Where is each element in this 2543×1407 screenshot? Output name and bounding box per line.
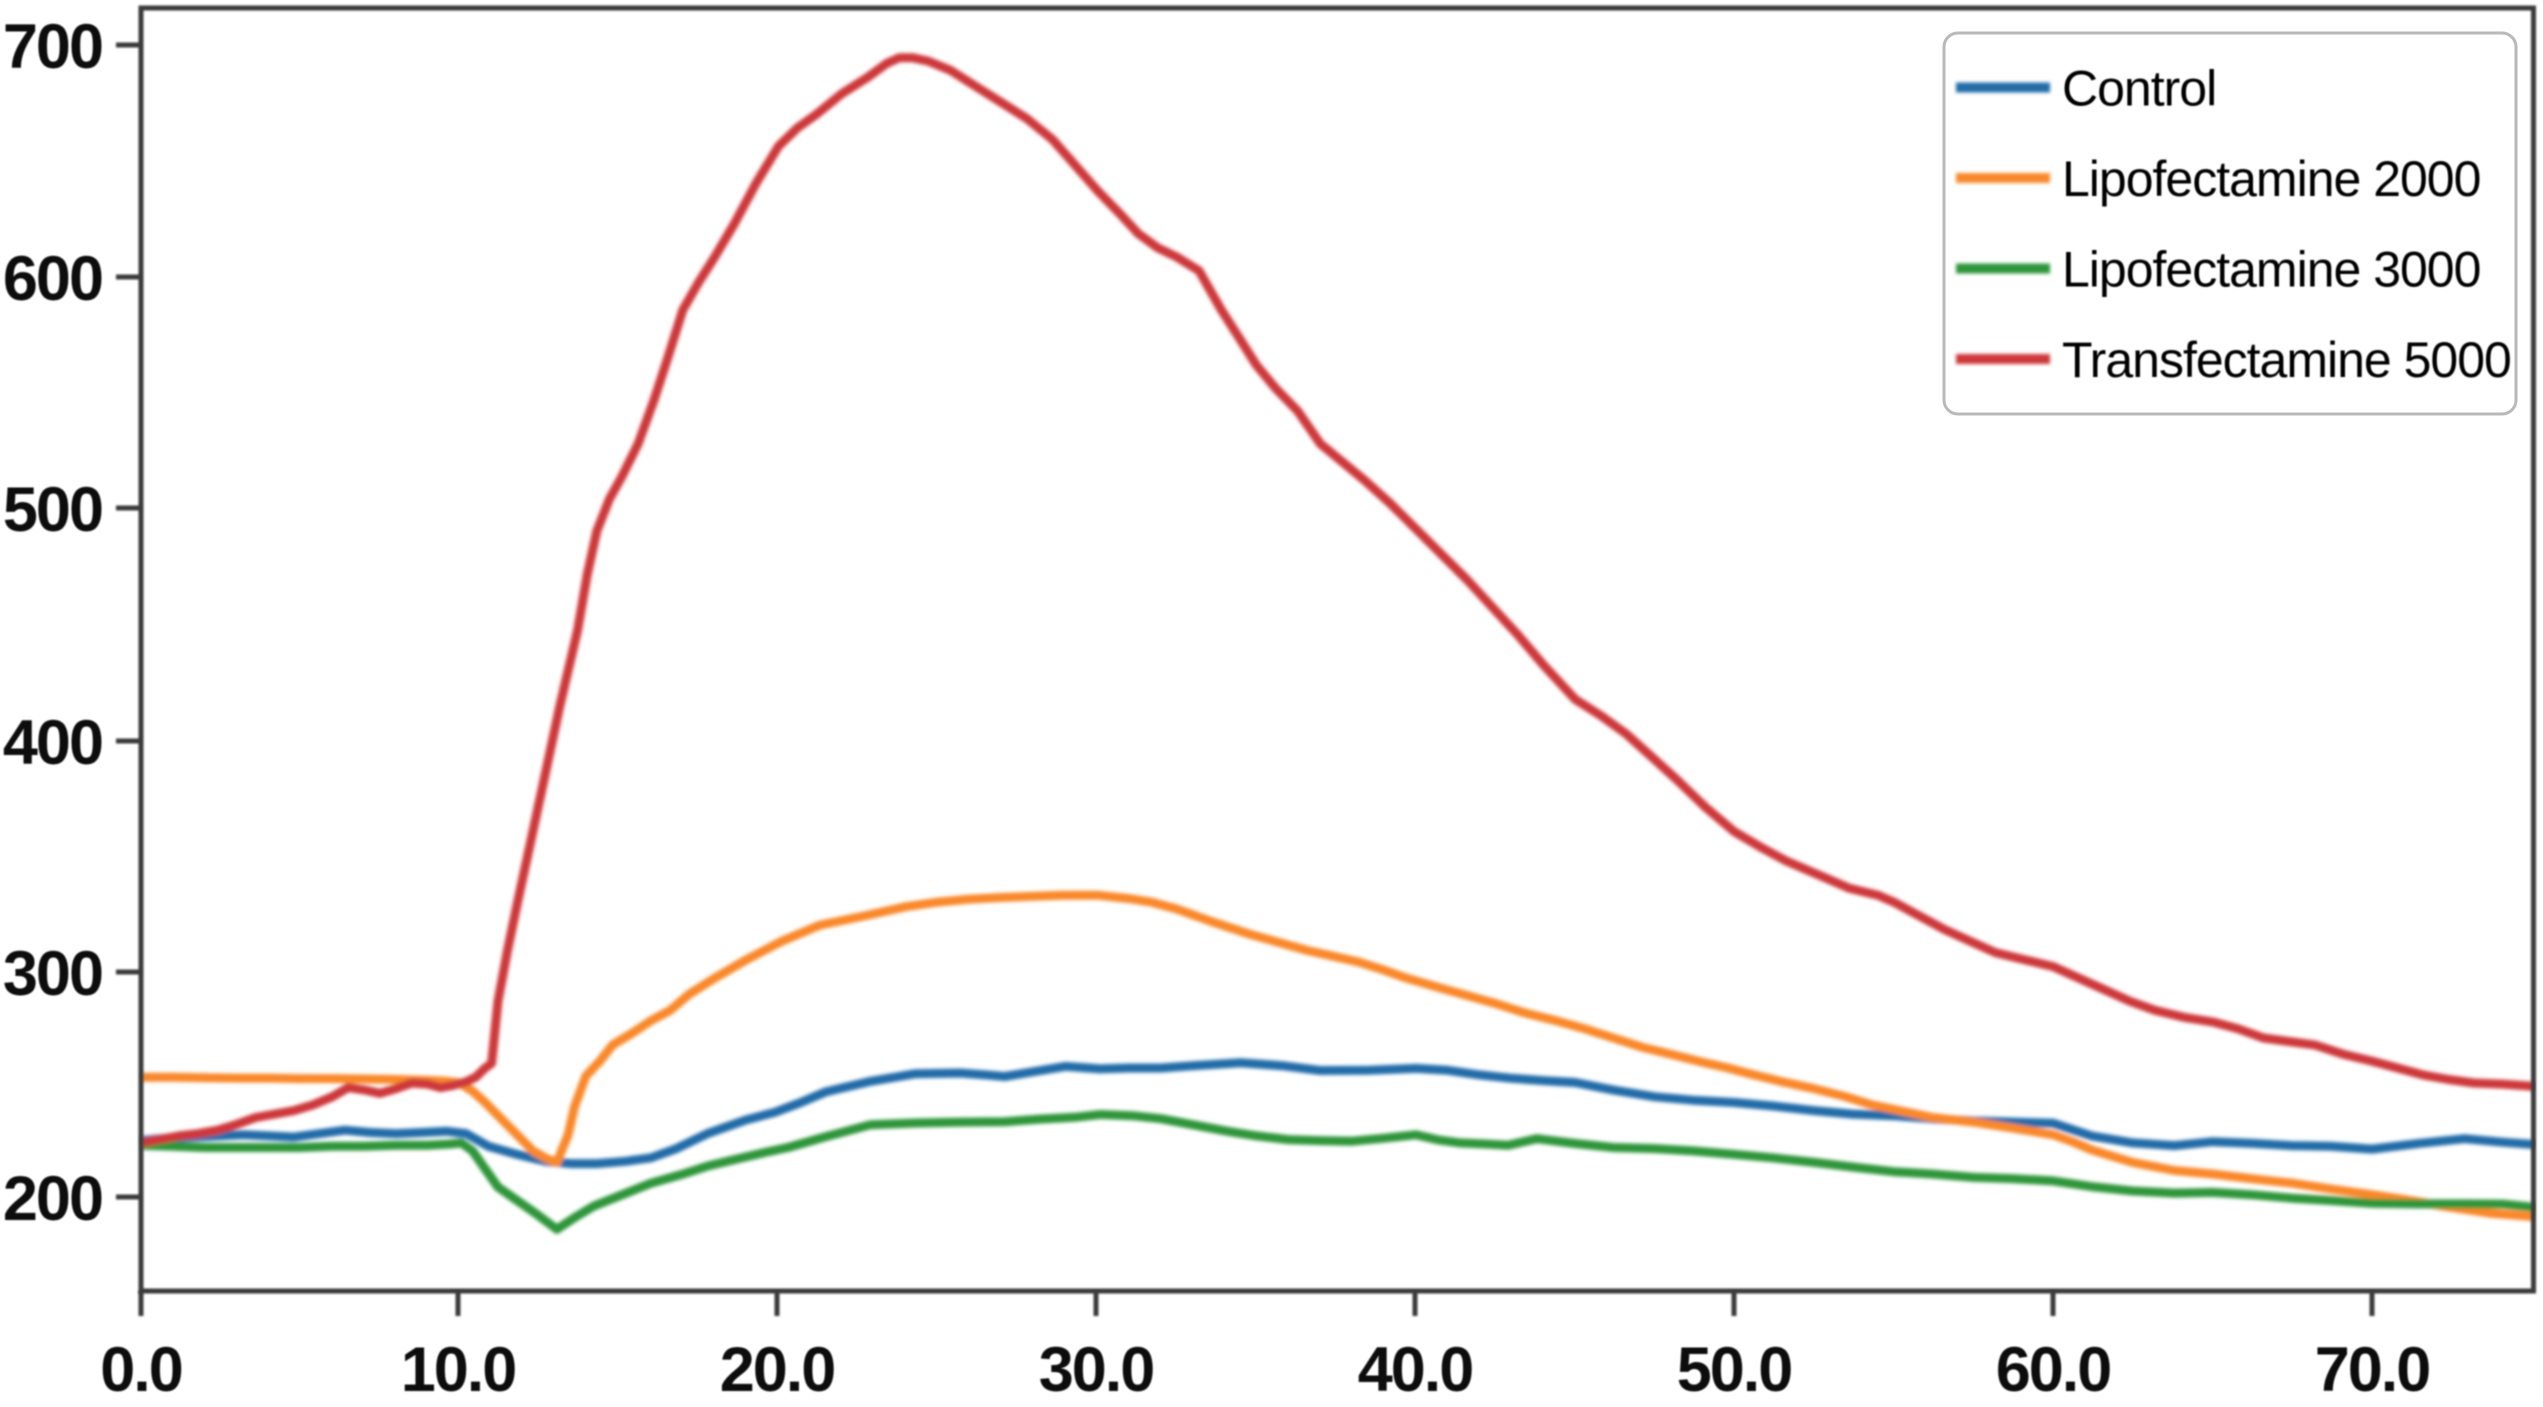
svg-text:700: 700 <box>3 12 102 82</box>
svg-text:400: 400 <box>3 708 102 778</box>
svg-text:40.0: 40.0 <box>1358 1335 1473 1405</box>
svg-text:500: 500 <box>3 475 102 545</box>
svg-text:300: 300 <box>3 939 102 1009</box>
svg-text:Control: Control <box>2062 61 2216 117</box>
svg-text:60.0: 60.0 <box>1996 1335 2111 1405</box>
svg-text:Lipofectamine 3000: Lipofectamine 3000 <box>2062 242 2480 298</box>
svg-text:0.0: 0.0 <box>100 1335 182 1405</box>
svg-text:30.0: 30.0 <box>1039 1335 1154 1405</box>
svg-text:200: 200 <box>3 1164 102 1234</box>
svg-text:Transfectamine 5000: Transfectamine 5000 <box>2062 332 2511 388</box>
svg-text:Lipofectamine 2000: Lipofectamine 2000 <box>2062 151 2480 207</box>
svg-text:600: 600 <box>3 244 102 314</box>
svg-text:50.0: 50.0 <box>1677 1335 1792 1405</box>
svg-text:10.0: 10.0 <box>401 1335 516 1405</box>
svg-text:70.0: 70.0 <box>2315 1335 2430 1405</box>
svg-text:20.0: 20.0 <box>720 1335 835 1405</box>
